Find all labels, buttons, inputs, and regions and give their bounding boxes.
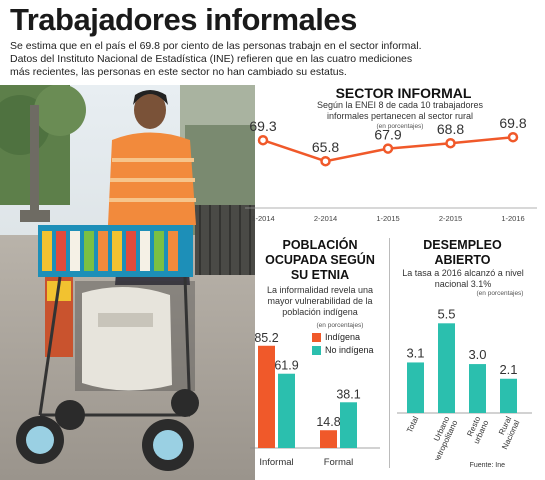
bar	[258, 345, 275, 448]
section-divider	[389, 238, 390, 468]
bar	[407, 362, 424, 413]
bar-value-label: 61.9	[274, 359, 298, 373]
data-point	[320, 155, 331, 167]
x-tick-label: Total	[405, 415, 420, 434]
data-point	[382, 143, 394, 154]
legend-swatch-indigena	[312, 332, 321, 342]
bar-value-label: 5.5	[437, 306, 455, 321]
bar-value-label: 38.1	[336, 387, 360, 401]
bar-value-label: 85.2	[254, 331, 278, 345]
x-tick-label: 1-2016	[501, 214, 524, 223]
intro-paragraph: Se estima que en el país el 69.8 por cie…	[10, 40, 422, 78]
x-tick-label-line: Total	[405, 415, 420, 434]
bar-value-label: 2.1	[499, 362, 517, 377]
data-label: 68.8	[437, 121, 464, 137]
x-tick-label: 1-2015	[376, 214, 399, 223]
data-label: 69.8	[499, 115, 526, 131]
etnia-title: POBLACIÓN OCUPADA SEGÚN SU ETNIA	[265, 238, 375, 282]
bar	[500, 378, 517, 413]
desempleo-chart: 3.1 Total 5.5 Urbanometropolitano 3.0 Restour…	[397, 306, 532, 460]
line-chart: 69.3 1-2014 65.8 2-2014 67.9 1-2015 68.8 2-2015…	[245, 115, 537, 223]
source-note: Fuente: Ine	[469, 462, 505, 469]
bar	[320, 430, 337, 448]
x-tick-label: Informal	[259, 457, 293, 468]
x-tick-label: Formal	[324, 457, 354, 468]
data-label: 65.8	[312, 139, 339, 155]
data-label: 69.3	[249, 118, 276, 134]
data-point	[507, 131, 519, 143]
sector-informal-unit: (en porcentajes)	[376, 123, 424, 130]
bar	[438, 323, 455, 413]
page-title: Trabajadores informales	[10, 2, 357, 37]
x-tick-label: 2-2015	[439, 214, 462, 223]
bar-value-label: 3.0	[468, 347, 486, 362]
x-tick-label: Urbanometropolitano	[423, 415, 460, 460]
etnia-unit: (en porcentajes)	[316, 322, 364, 329]
x-tick-label: 1-2014	[251, 214, 274, 223]
desempleo-title: DESEMPLEO ABIERTO	[423, 238, 502, 267]
x-tick-label: Restourbano	[464, 415, 491, 446]
legend-label-indigena: Indígena	[325, 332, 361, 342]
data-label: 67.9	[374, 127, 401, 143]
sector-informal-subtitle: Según la ENEI 8 de cada 10 trabajadores …	[316, 100, 484, 121]
legend-indigena: Indígena	[312, 332, 360, 342]
legend-label-no-indigena: No indígena	[325, 345, 374, 355]
bar	[469, 364, 486, 413]
x-tick-label: 2-2014	[314, 214, 337, 223]
etnia-chart: 85.2 61.9 Informal 14.8 38.1 Formal	[250, 331, 380, 468]
bar-value-label: 14.8	[316, 415, 340, 429]
legend-swatch-no-indigena	[312, 345, 321, 355]
bar	[340, 402, 357, 448]
vendor-photo	[0, 85, 255, 480]
bar-value-label: 3.1	[406, 345, 424, 360]
desempleo-unit: (en porcentajes)	[476, 290, 524, 297]
sector-informal-title: SECTOR INFORMAL	[335, 85, 472, 101]
x-tick-label: RuralNacional	[492, 415, 522, 451]
data-point	[445, 137, 456, 149]
legend-no-indigena: No indígena	[312, 345, 374, 355]
data-point	[257, 134, 269, 146]
bar	[278, 373, 295, 448]
desempleo-subtitle: La tasa a 2016 alcanzó a nivel nacional …	[402, 268, 524, 289]
etnia-subtitle: La informalidad revela una mayor vulnera…	[266, 285, 374, 317]
